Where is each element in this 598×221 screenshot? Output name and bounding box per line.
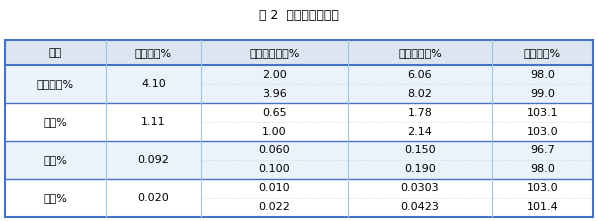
Text: 1.00: 1.00 [262,127,287,137]
Text: 4.10: 4.10 [141,79,166,89]
Text: 101.4: 101.4 [527,202,559,212]
Text: 回收率，%: 回收率，% [524,48,561,58]
Text: 0.0303: 0.0303 [401,183,440,193]
Text: 磷，%: 磷，% [44,193,68,203]
Text: 项目: 项目 [49,48,62,58]
Text: 103.1: 103.1 [527,108,559,118]
Text: 0.010: 0.010 [259,183,290,193]
Text: 103.0: 103.0 [527,127,559,137]
Text: 1.11: 1.11 [141,117,166,127]
Text: 0.092: 0.092 [138,155,169,165]
Text: 6.06: 6.06 [408,70,432,80]
Text: 表 2  回收率验证试验: 表 2 回收率验证试验 [259,9,339,22]
Text: 钓，%: 钓，% [44,155,68,165]
Text: 钒，%: 钒，% [44,117,68,127]
Text: 测定値，%: 测定値，% [135,48,172,58]
Text: 0.190: 0.190 [404,164,436,174]
Text: 99.0: 99.0 [530,89,555,99]
Text: 103.0: 103.0 [527,183,559,193]
Text: 1.78: 1.78 [407,108,432,118]
Text: 0.100: 0.100 [259,164,290,174]
Text: 0.65: 0.65 [262,108,287,118]
Text: 0.022: 0.022 [258,202,291,212]
Text: 96.7: 96.7 [530,145,555,155]
Text: 0.060: 0.060 [259,145,290,155]
Text: 0.020: 0.020 [138,193,169,203]
Text: 测定总量，%: 测定总量，% [398,48,442,58]
Text: 98.0: 98.0 [530,164,555,174]
Text: 氧化铝，%: 氧化铝，% [37,79,74,89]
Text: 3.96: 3.96 [262,89,287,99]
Text: 标准加入量，%: 标准加入量，% [249,48,300,58]
Text: 98.0: 98.0 [530,70,555,80]
Text: 2.00: 2.00 [262,70,287,80]
Text: 0.150: 0.150 [404,145,436,155]
Text: 2.14: 2.14 [407,127,432,137]
Text: 8.02: 8.02 [407,89,432,99]
Text: 0.0423: 0.0423 [401,202,440,212]
